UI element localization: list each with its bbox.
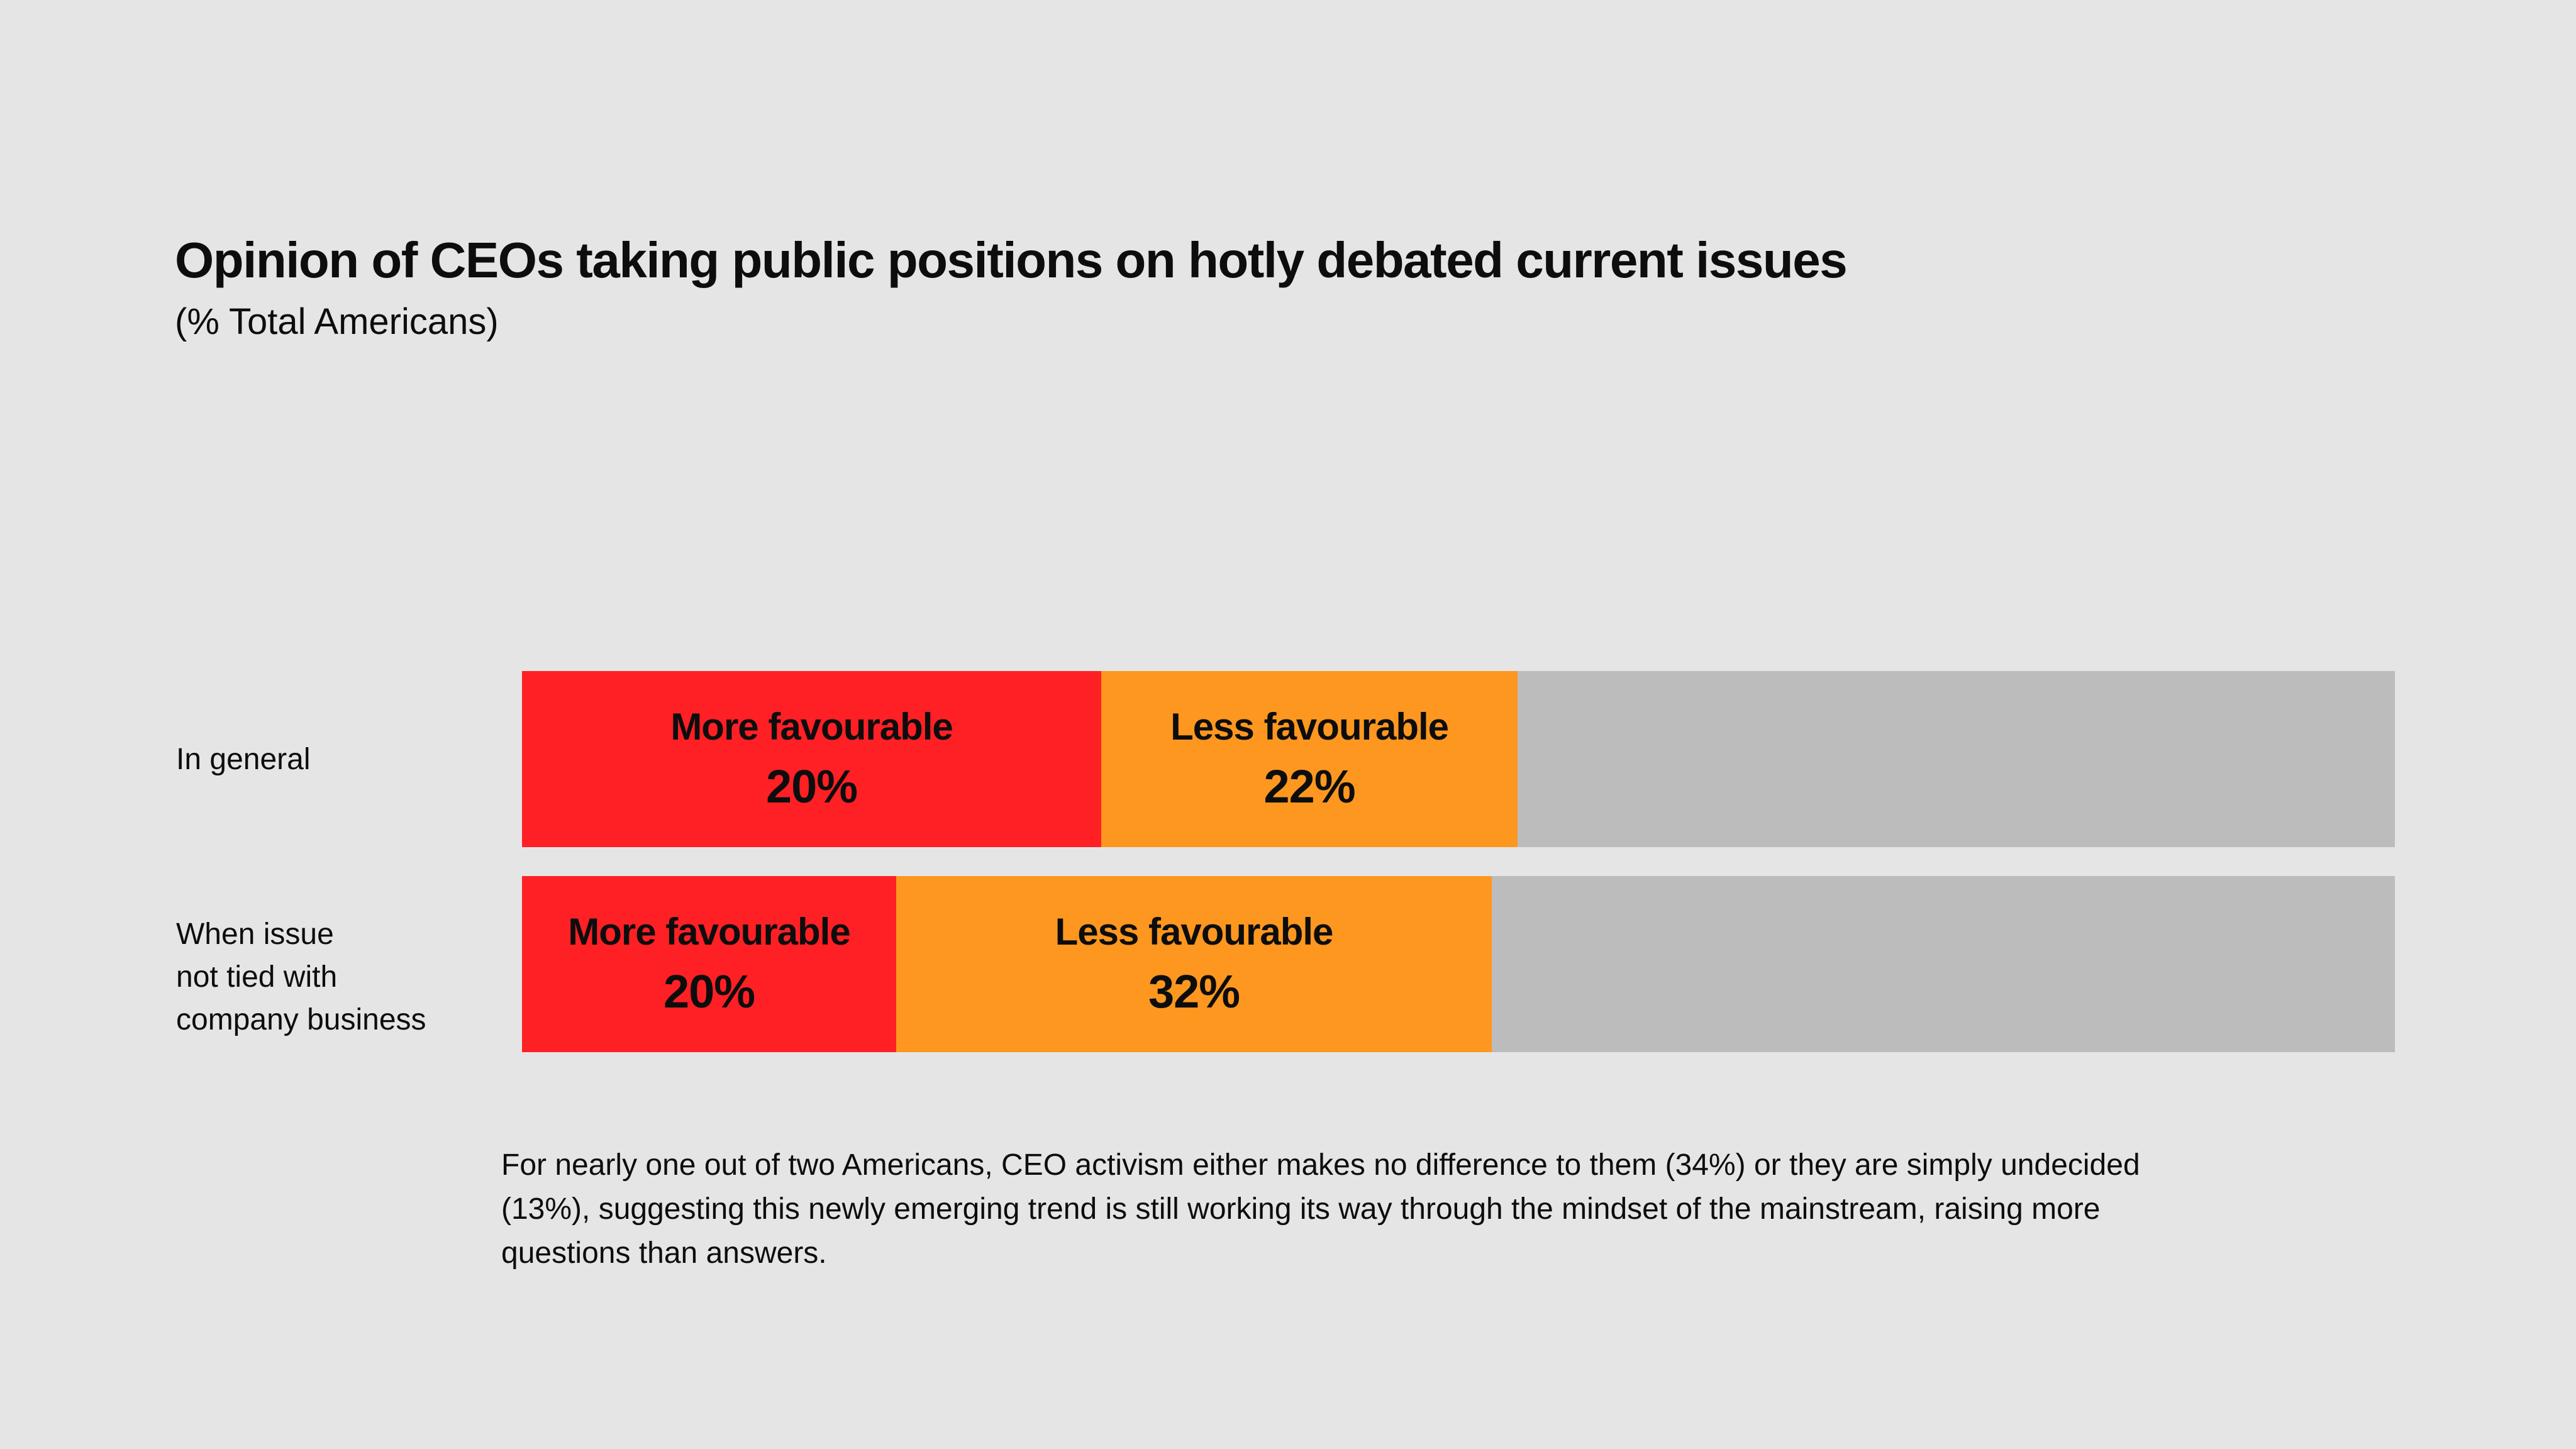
- category-label-text: In general: [176, 742, 311, 776]
- stacked-bar-chart: More favourable 20% Less favourable 22% …: [522, 671, 2395, 1052]
- segment-remainder: [1492, 876, 2395, 1052]
- category-label-in-general: In general: [176, 671, 311, 847]
- category-label-line: not tied with: [176, 960, 338, 994]
- annotation-line: questions than answers.: [501, 1236, 827, 1270]
- chart-title: Opinion of CEOs taking public positions …: [175, 232, 1848, 288]
- segment-less-favourable: Less favourable 22%: [1101, 671, 1518, 847]
- segment-more-favourable: More favourable 20%: [522, 876, 896, 1052]
- segment-less-favourable: Less favourable 32%: [896, 876, 1492, 1052]
- segment-more-favourable: More favourable 20%: [522, 671, 1102, 847]
- segment-value: 32%: [1148, 965, 1240, 1018]
- segment-remainder: [1518, 671, 2395, 847]
- chart-subtitle: (% Total Americans): [175, 301, 499, 342]
- annotation-line: (13%), suggesting this newly emerging tr…: [501, 1192, 2101, 1226]
- segment-value: 20%: [765, 760, 858, 813]
- annotation-line: For nearly one out of two Americans, CEO…: [501, 1148, 2140, 1182]
- segment-label: More favourable: [568, 911, 850, 953]
- bar-row-in-general: More favourable 20% Less favourable 22%: [522, 671, 2395, 847]
- category-label-issue-not-tied: When issue not tied with company busines…: [176, 913, 426, 1041]
- segment-value: 22%: [1263, 760, 1356, 813]
- segment-label: More favourable: [670, 706, 953, 748]
- segment-label: Less favourable: [1055, 911, 1334, 953]
- segment-label: Less favourable: [1170, 706, 1449, 748]
- category-label-line: company business: [176, 1003, 426, 1036]
- annotation-text: For nearly one out of two Americans, CEO…: [501, 1143, 2140, 1275]
- bar-row-issue-not-tied: More favourable 20% Less favourable 32%: [522, 876, 2395, 1052]
- segment-value: 20%: [663, 965, 755, 1018]
- category-label-line: When issue: [176, 918, 334, 951]
